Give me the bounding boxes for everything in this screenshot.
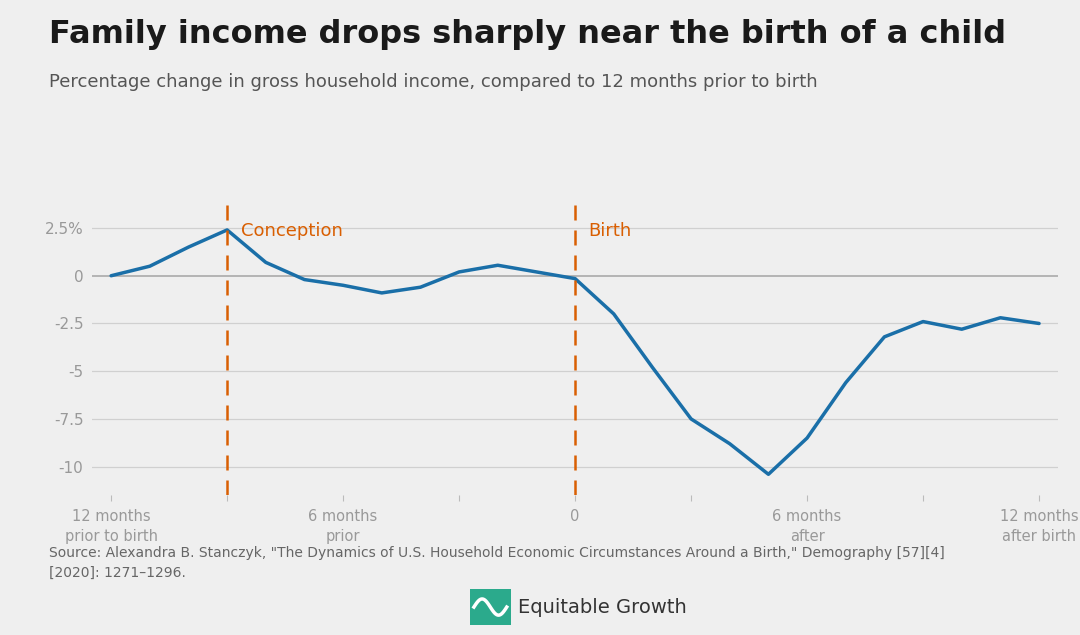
Text: Family income drops sharply near the birth of a child: Family income drops sharply near the bir…: [49, 19, 1005, 50]
Text: Conception: Conception: [241, 222, 342, 240]
FancyBboxPatch shape: [465, 585, 515, 629]
Text: Birth: Birth: [589, 222, 632, 240]
Text: Source: Alexandra B. Stanczyk, "The Dynamics of U.S. Household Economic Circumst: Source: Alexandra B. Stanczyk, "The Dyna…: [49, 546, 944, 580]
Text: Equitable Growth: Equitable Growth: [518, 598, 687, 617]
Text: Percentage change in gross household income, compared to 12 months prior to birt: Percentage change in gross household inc…: [49, 73, 818, 91]
